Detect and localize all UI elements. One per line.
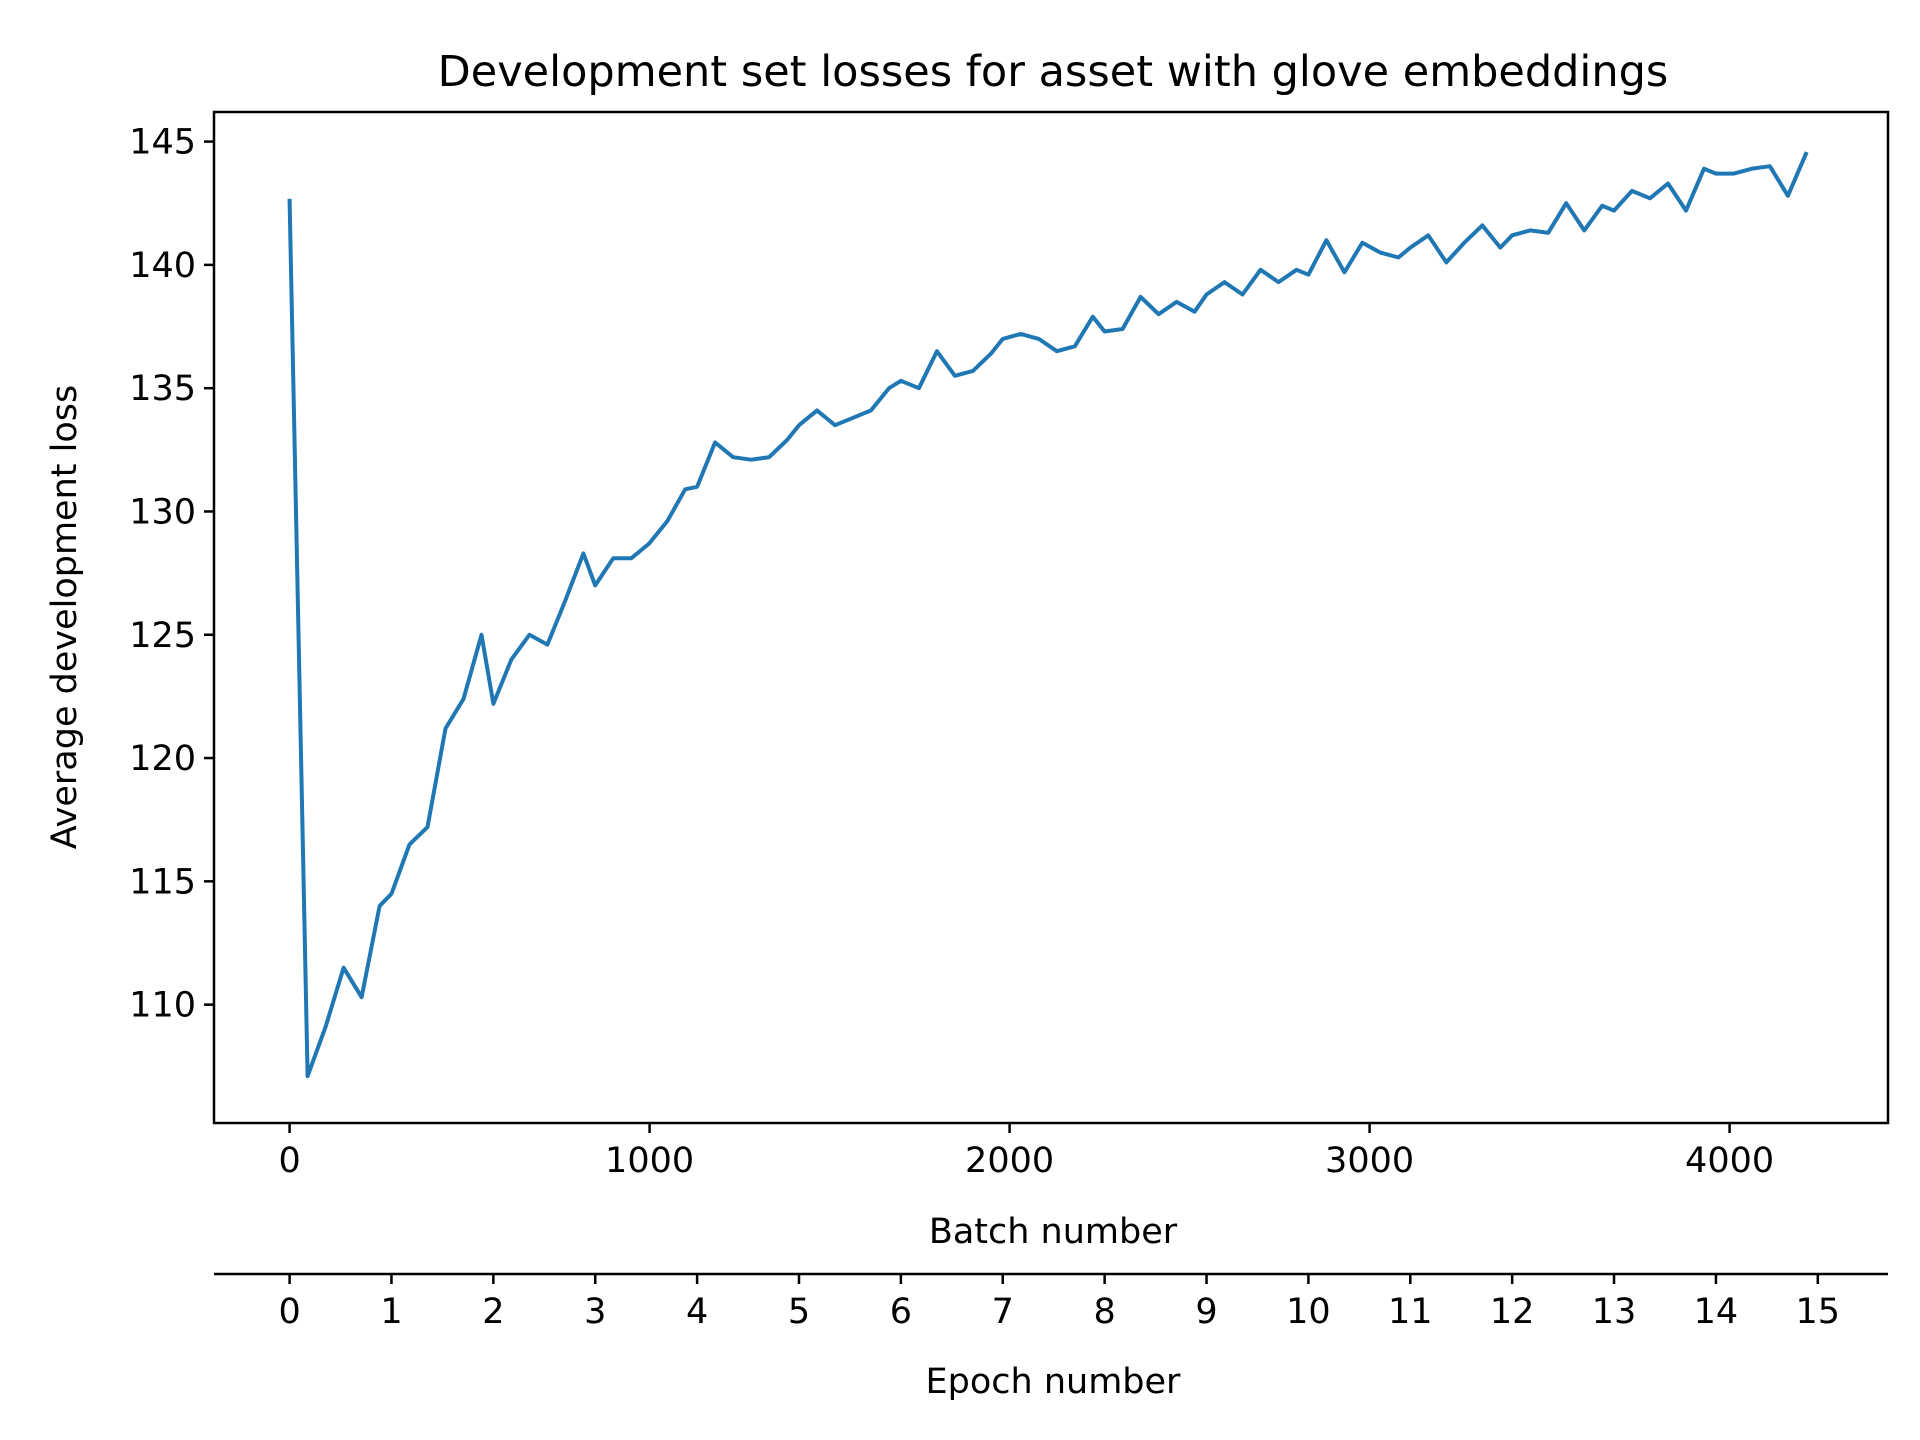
epoch-tick-label: 10 [1286, 1292, 1331, 1332]
epoch-tick-label: 13 [1592, 1292, 1637, 1332]
epoch-axis: 0 1 2 3 4 5 6 7 8 9 10 11 12 13 14 15 [214, 1272, 1888, 1332]
loss-series-line [287, 151, 1809, 1079]
y-tick-label: 145 [129, 123, 196, 163]
epoch-tick-label: 3 [584, 1292, 606, 1332]
y-tick-label: 110 [129, 986, 196, 1026]
loss-series-points [289, 153, 1806, 1077]
epoch-tick-label: 8 [1093, 1292, 1115, 1332]
x-axis-title: Batch number [929, 1212, 1178, 1252]
x-tick-label: 3000 [1325, 1141, 1414, 1181]
chart-title: Development set losses for asset with gl… [438, 47, 1669, 97]
epoch-tick-label: 5 [788, 1292, 810, 1332]
epoch-tick-label: 12 [1490, 1292, 1535, 1332]
y-tick-label: 120 [129, 739, 196, 779]
x-tick-label: 0 [278, 1141, 300, 1181]
y-axis: 110 115 120 125 130 135 140 145 [129, 123, 214, 1026]
x-tick-label: 4000 [1685, 1141, 1774, 1181]
epoch-tick-label: 1 [380, 1292, 402, 1332]
x-tick-label: 1000 [605, 1141, 694, 1181]
plot-frame [212, 110, 1890, 1125]
epoch-tick-label: 14 [1694, 1292, 1739, 1332]
y-tick-label: 135 [129, 369, 196, 409]
y-tick-label: 115 [129, 862, 196, 902]
x-axis: 0 1000 2000 3000 4000 [278, 1123, 1774, 1181]
y-tick-label: 125 [129, 616, 196, 656]
epoch-tick-label: 11 [1388, 1292, 1433, 1332]
epoch-tick-label: 9 [1195, 1292, 1217, 1332]
epoch-tick-label: 6 [890, 1292, 912, 1332]
epoch-tick-label: 4 [686, 1292, 708, 1332]
epoch-tick-label: 15 [1796, 1292, 1841, 1332]
epoch-axis-title: Epoch number [926, 1362, 1182, 1402]
epoch-tick-label: 0 [278, 1292, 300, 1332]
y-tick-label: 140 [129, 246, 196, 286]
y-axis-title: Average development loss [45, 385, 85, 849]
y-tick-label: 130 [129, 492, 196, 532]
epoch-tick-label: 7 [992, 1292, 1014, 1332]
epoch-tick-label: 2 [482, 1292, 504, 1332]
x-tick-label: 2000 [965, 1141, 1054, 1181]
